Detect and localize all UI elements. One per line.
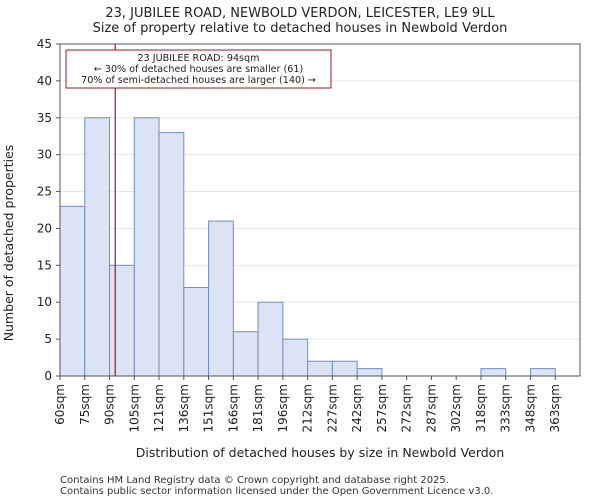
y-tick-label: 20 xyxy=(37,221,52,235)
x-tick-label: 212sqm xyxy=(301,384,315,432)
bar-105sqm xyxy=(133,117,160,377)
x-tick-label: 272sqm xyxy=(400,384,414,432)
y-axis-label: Number of detached properties xyxy=(1,145,16,342)
y-tick-label: 25 xyxy=(37,185,52,199)
y-tick-label: 5 xyxy=(44,332,52,346)
bar-318sqm xyxy=(480,368,507,377)
footer-line-1: Contains HM Land Registry data © Crown c… xyxy=(60,475,449,486)
x-tick-label: 333sqm xyxy=(499,384,513,432)
bar-121sqm xyxy=(158,132,185,377)
annotation-line-1: 23 JUBILEE ROAD: 94sqm xyxy=(138,53,260,64)
y-axis-ticks: 0 5 10 15 20 25 30 35 40 45 xyxy=(37,37,60,383)
y-tick-label: 0 xyxy=(44,369,52,383)
x-tick-label: 363sqm xyxy=(548,384,562,432)
bars xyxy=(59,117,556,377)
y-tick-label: 45 xyxy=(37,37,52,51)
marker-annotation: 23 JUBILEE ROAD: 94sqm ← 30% of detached… xyxy=(65,49,332,89)
bar-242sqm xyxy=(356,368,383,377)
x-tick-label: 242sqm xyxy=(350,384,364,432)
x-tick-label: 287sqm xyxy=(424,384,438,432)
bar-212sqm xyxy=(307,360,333,377)
x-tick-label: 105sqm xyxy=(127,384,141,432)
x-tick-label: 196sqm xyxy=(276,384,290,432)
x-tick-label: 302sqm xyxy=(449,384,463,432)
x-tick-label: 181sqm xyxy=(251,384,265,432)
x-tick-label: 121sqm xyxy=(152,384,166,432)
y-tick-label: 40 xyxy=(37,74,52,88)
x-tick-label: 151sqm xyxy=(202,384,216,432)
y-tick-label: 30 xyxy=(37,148,52,162)
bar-181sqm xyxy=(257,301,284,377)
annotation-box xyxy=(65,49,332,89)
plot-frame xyxy=(59,43,581,377)
annotation-line-2: ← 30% of detached houses are smaller (61… xyxy=(94,64,303,75)
bar-348sqm xyxy=(529,368,556,377)
x-tick-label: 166sqm xyxy=(226,384,240,432)
x-tick-label: 257sqm xyxy=(375,384,389,432)
bar-75sqm xyxy=(84,117,111,377)
bar-60sqm xyxy=(59,205,86,377)
footer-line-2: Contains public sector information licen… xyxy=(60,486,493,497)
x-tick-label: 348sqm xyxy=(523,384,537,432)
x-tick-label: 60sqm xyxy=(53,384,67,425)
chart-subtitle: Size of property relative to detached ho… xyxy=(93,21,508,36)
y-tick-label: 35 xyxy=(37,111,52,125)
x-tick-label: 75sqm xyxy=(78,384,92,425)
x-axis-ticks: 60sqm 75sqm 90sqm 105sqm 121sqm 136sqm 151sqm 1… xyxy=(53,376,562,432)
y-tick-label: 10 xyxy=(37,295,52,309)
bar-166sqm xyxy=(232,331,259,377)
bar-151sqm xyxy=(208,220,234,377)
chart-title: 23, JUBILEE ROAD, NEWBOLD VERDON, LEICES… xyxy=(105,6,495,21)
annotation-line-3: 70% of semi-detached houses are larger (… xyxy=(81,75,316,86)
x-axis-label: Distribution of detached houses by size … xyxy=(136,445,505,460)
bar-136sqm xyxy=(183,286,210,377)
x-tick-label: 136sqm xyxy=(177,384,191,432)
x-tick-label: 227sqm xyxy=(325,384,339,432)
bar-90sqm xyxy=(109,264,135,377)
bar-196sqm xyxy=(282,338,309,377)
x-tick-label: 90sqm xyxy=(103,384,117,425)
x-tick-label: 318sqm xyxy=(474,384,488,432)
bar-227sqm xyxy=(331,360,358,377)
y-tick-label: 15 xyxy=(37,258,52,272)
